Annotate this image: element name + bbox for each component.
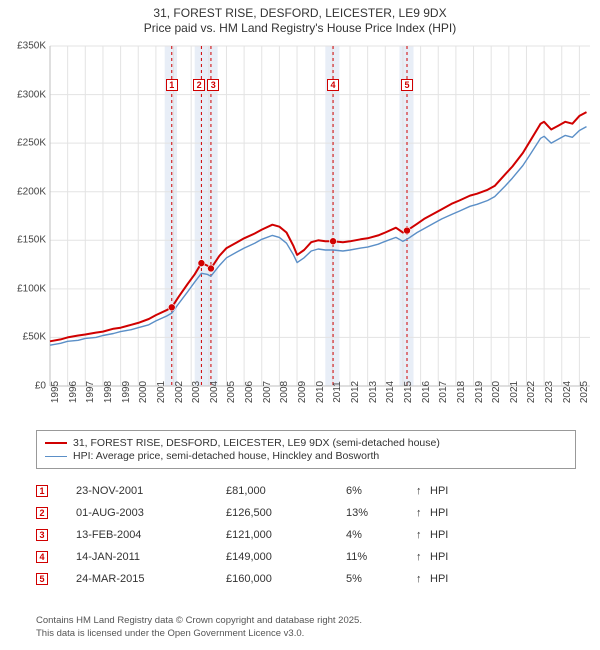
title-line-2: Price paid vs. HM Land Registry's House …: [0, 21, 600, 35]
x-tick-label: 2025: [579, 381, 590, 403]
transaction-hpi-label: HPI: [430, 529, 448, 541]
x-tick-label: 2007: [262, 381, 273, 403]
x-tick-label: 1995: [50, 381, 61, 403]
transactions-table: 123-NOV-2001£81,0006%↑HPI201-AUG-2003£12…: [36, 480, 448, 590]
chart-svg: [50, 46, 590, 386]
legend-row: 31, FOREST RISE, DESFORD, LEICESTER, LE9…: [45, 437, 567, 449]
x-tick-label: 2015: [403, 381, 414, 403]
transaction-date: 14-JAN-2011: [76, 551, 226, 563]
marker-number-box: 5: [401, 79, 413, 91]
y-tick-label: £150K: [0, 235, 46, 246]
transaction-row: 5 24-MAR-2015£160,0005%↑HPI: [36, 568, 448, 590]
transaction-price: £149,000: [226, 551, 346, 563]
legend-swatch: [45, 442, 67, 444]
x-tick-label: 2024: [562, 381, 573, 403]
y-tick-label: £250K: [0, 138, 46, 149]
x-tick-label: 2021: [509, 381, 520, 403]
x-tick-label: 2003: [191, 381, 202, 403]
x-tick-label: 1999: [121, 381, 132, 403]
y-tick-label: £100K: [0, 283, 46, 294]
x-tick-label: 2020: [491, 381, 502, 403]
transaction-pct: 5%: [346, 573, 416, 585]
x-tick-label: 2008: [279, 381, 290, 403]
legend: 31, FOREST RISE, DESFORD, LEICESTER, LE9…: [36, 430, 576, 469]
legend-swatch: [45, 456, 67, 457]
x-tick-label: 2012: [350, 381, 361, 403]
y-tick-label: £0: [0, 381, 46, 392]
x-tick-label: 2009: [297, 381, 308, 403]
chart-area: [50, 46, 590, 386]
transaction-date: 24-MAR-2015: [76, 573, 226, 585]
x-tick-label: 1997: [85, 381, 96, 403]
up-arrow-icon: ↑: [416, 529, 430, 541]
transaction-date: 23-NOV-2001: [76, 485, 226, 497]
x-tick-label: 2018: [456, 381, 467, 403]
y-tick-label: £300K: [0, 89, 46, 100]
x-tick-label: 2010: [315, 381, 326, 403]
transaction-pct: 11%: [346, 551, 416, 563]
x-tick-label: 2014: [385, 381, 396, 403]
legend-row: HPI: Average price, semi-detached house,…: [45, 450, 567, 462]
marker-number-box: 4: [327, 79, 339, 91]
x-tick-label: 2019: [474, 381, 485, 403]
x-tick-label: 1996: [68, 381, 79, 403]
y-tick-label: £50K: [0, 332, 46, 343]
transaction-hpi-label: HPI: [430, 551, 448, 563]
title-line-1: 31, FOREST RISE, DESFORD, LEICESTER, LE9…: [0, 6, 600, 20]
footer: Contains HM Land Registry data © Crown c…: [36, 615, 362, 640]
legend-label: HPI: Average price, semi-detached house,…: [73, 450, 379, 462]
x-tick-label: 2011: [332, 381, 343, 403]
x-tick-label: 2013: [368, 381, 379, 403]
up-arrow-icon: ↑: [416, 551, 430, 563]
chart-title-block: 31, FOREST RISE, DESFORD, LEICESTER, LE9…: [0, 0, 600, 35]
x-tick-label: 2004: [209, 381, 220, 403]
marker-number-box: 2: [193, 79, 205, 91]
x-tick-label: 2016: [421, 381, 432, 403]
transaction-row: 2 01-AUG-2003£126,50013%↑HPI: [36, 502, 448, 524]
x-tick-label: 2001: [156, 381, 167, 403]
x-tick-label: 2005: [226, 381, 237, 403]
y-tick-label: £200K: [0, 186, 46, 197]
transaction-hpi-label: HPI: [430, 507, 448, 519]
transaction-pct: 4%: [346, 529, 416, 541]
x-tick-label: 2006: [244, 381, 255, 403]
transaction-price: £81,000: [226, 485, 346, 497]
transaction-number-box: 1: [36, 485, 48, 497]
transaction-row: 1 23-NOV-2001£81,0006%↑HPI: [36, 480, 448, 502]
x-tick-label: 1998: [103, 381, 114, 403]
y-tick-label: £350K: [0, 41, 46, 52]
x-tick-label: 2017: [438, 381, 449, 403]
x-tick-label: 2002: [174, 381, 185, 403]
transaction-date: 01-AUG-2003: [76, 507, 226, 519]
transaction-date: 13-FEB-2004: [76, 529, 226, 541]
transaction-number-box: 4: [36, 551, 48, 563]
x-tick-label: 2023: [544, 381, 555, 403]
transaction-row: 4 14-JAN-2011£149,00011%↑HPI: [36, 546, 448, 568]
x-tick-label: 2000: [138, 381, 149, 403]
marker-number-box: 1: [166, 79, 178, 91]
transaction-pct: 6%: [346, 485, 416, 497]
x-tick-label: 2022: [526, 381, 537, 403]
up-arrow-icon: ↑: [416, 485, 430, 497]
transaction-row: 3 13-FEB-2004£121,0004%↑HPI: [36, 524, 448, 546]
footer-line-2: This data is licensed under the Open Gov…: [36, 628, 362, 640]
transaction-number-box: 3: [36, 529, 48, 541]
marker-number-box: 3: [207, 79, 219, 91]
transaction-hpi-label: HPI: [430, 573, 448, 585]
transaction-pct: 13%: [346, 507, 416, 519]
legend-label: 31, FOREST RISE, DESFORD, LEICESTER, LE9…: [73, 437, 440, 449]
footer-line-1: Contains HM Land Registry data © Crown c…: [36, 615, 362, 627]
transaction-number-box: 2: [36, 507, 48, 519]
up-arrow-icon: ↑: [416, 573, 430, 585]
up-arrow-icon: ↑: [416, 507, 430, 519]
transaction-hpi-label: HPI: [430, 485, 448, 497]
transaction-number-box: 5: [36, 573, 48, 585]
transaction-price: £121,000: [226, 529, 346, 541]
transaction-price: £160,000: [226, 573, 346, 585]
transaction-price: £126,500: [226, 507, 346, 519]
